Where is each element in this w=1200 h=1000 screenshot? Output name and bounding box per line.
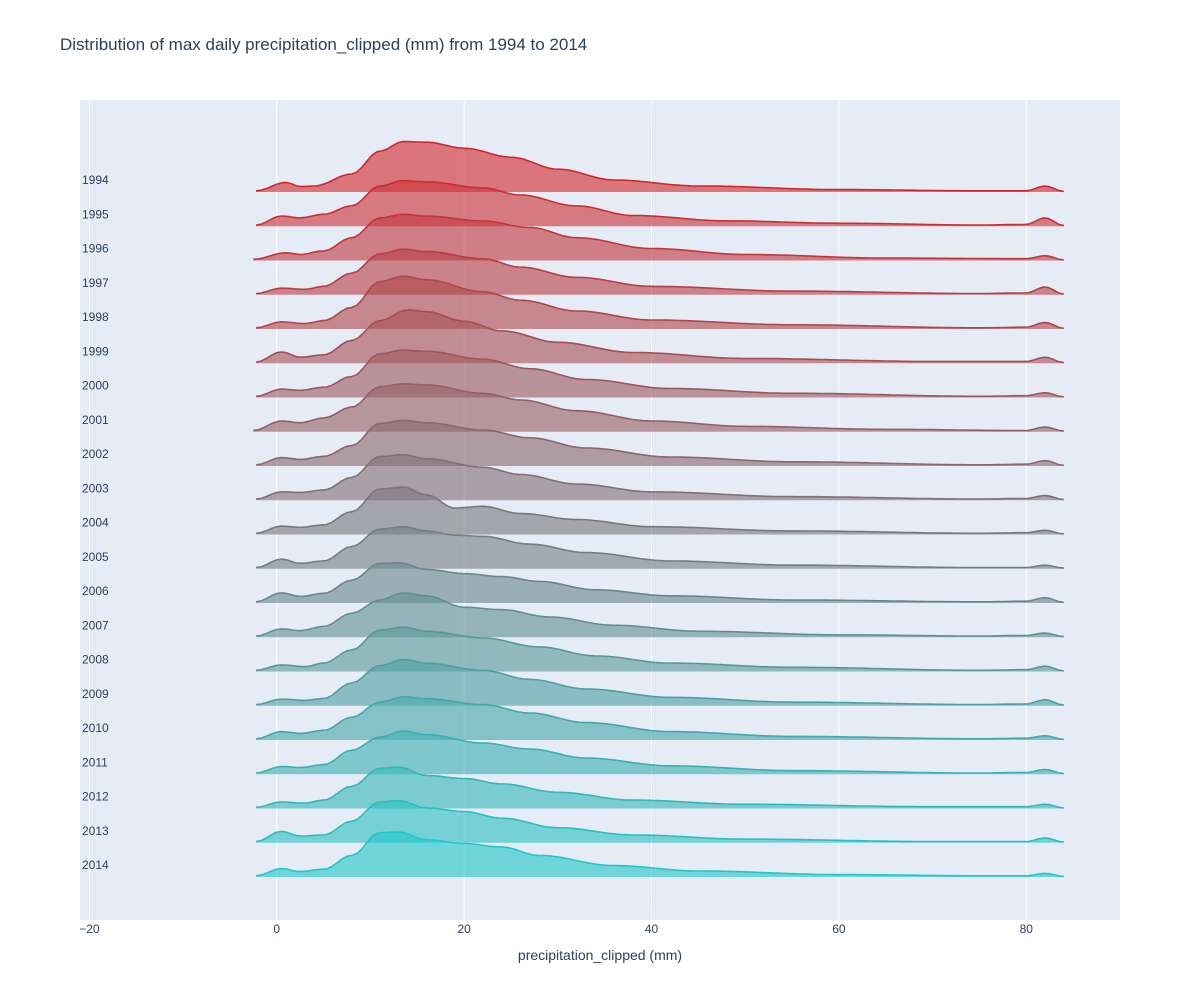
x-tick-label: −20 xyxy=(79,922,100,936)
y-tick-label: 2005 xyxy=(82,550,109,564)
ridge-area-2002 xyxy=(256,420,1064,466)
ridge-line-2014 xyxy=(255,831,1064,878)
x-axis-title: precipitation_clipped (mm) xyxy=(518,947,682,963)
y-tick-label: 1997 xyxy=(82,276,109,290)
y-tick-label: 2003 xyxy=(82,481,109,495)
ridge-area-2010 xyxy=(256,696,1064,740)
ridge-area-2004 xyxy=(256,487,1064,535)
ridge-line-2005 xyxy=(255,525,1064,569)
ridge-line-2007 xyxy=(256,592,1064,638)
ridge-line-2009 xyxy=(256,658,1064,706)
ridge-area-2006 xyxy=(256,562,1064,603)
ridge-line-1997 xyxy=(256,248,1064,295)
y-tick-label: 1994 xyxy=(82,173,109,187)
y-tick-label: 2008 xyxy=(82,653,109,667)
ridge-line-2013 xyxy=(255,799,1064,843)
y-tick-label: 2009 xyxy=(82,687,109,701)
plot-area xyxy=(80,100,1120,920)
ridge-area-2005 xyxy=(256,526,1064,569)
ridge-area-2000 xyxy=(256,350,1064,398)
ridge-area-2008 xyxy=(256,627,1064,672)
ridge-line-2006 xyxy=(255,561,1064,604)
y-tick-label: 2014 xyxy=(82,858,109,872)
y-tick-label: 1995 xyxy=(82,207,109,221)
ridge-area-1994 xyxy=(256,141,1064,192)
y-tick-label: 2013 xyxy=(82,824,109,838)
ridges xyxy=(253,140,1065,878)
ridge-line-2012 xyxy=(256,766,1064,809)
x-tick-label: 20 xyxy=(457,922,471,936)
x-tick-label: 40 xyxy=(645,922,659,936)
ridge-area-2001 xyxy=(253,383,1064,432)
y-tick-label: 1996 xyxy=(82,242,109,256)
y-tick-label: 1998 xyxy=(82,310,109,324)
ridge-area-1996 xyxy=(253,214,1064,261)
ridge-area-2013 xyxy=(256,800,1064,843)
ridge-area-2009 xyxy=(256,659,1064,706)
ridge-line-2011 xyxy=(256,730,1064,775)
y-tick-label: 1999 xyxy=(82,344,109,358)
ridge-area-1998 xyxy=(256,276,1064,329)
chart-title: Distribution of max daily precipitation_… xyxy=(60,35,587,54)
y-tick-label: 2006 xyxy=(82,584,109,598)
ridge-line-2001 xyxy=(253,382,1064,432)
ridge-area-1999 xyxy=(256,309,1064,364)
ridge-area-1995 xyxy=(256,180,1064,227)
ridge-line-2000 xyxy=(255,349,1064,398)
ridge-line-2004 xyxy=(255,486,1064,535)
y-tick-label: 2001 xyxy=(82,413,109,427)
ridge-line-2002 xyxy=(255,419,1064,467)
y-tick-labels: 1994 1995 1996 1997 1998 1999 2000 2001 2002 2003… xyxy=(82,173,109,872)
ridge-area-2003 xyxy=(256,454,1064,501)
ridge-area-1997 xyxy=(256,249,1064,295)
y-tick-label: 2011 xyxy=(82,755,108,769)
ridge-area-2011 xyxy=(256,731,1064,775)
x-tick-label: 0 xyxy=(273,922,280,936)
ridge-area-2012 xyxy=(256,767,1064,809)
ridge-line-2003 xyxy=(255,453,1064,501)
ridge-line-1998 xyxy=(256,275,1064,330)
y-tick-label: 2010 xyxy=(82,721,109,735)
ridge-line-2008 xyxy=(256,626,1064,672)
y-tick-label: 2007 xyxy=(82,618,109,632)
y-tick-label: 2012 xyxy=(82,790,109,804)
x-tick-label: 80 xyxy=(1020,922,1034,936)
ridge-line-1994 xyxy=(256,140,1064,193)
y-tick-label: 2004 xyxy=(82,516,109,530)
ridge-line-2010 xyxy=(255,695,1064,741)
y-tick-label: 2002 xyxy=(82,447,109,461)
ridge-line-1995 xyxy=(255,179,1065,227)
x-tick-label: 60 xyxy=(832,922,846,936)
ridge-area-2007 xyxy=(256,592,1064,638)
x-tick-labels: −20 0 20 40 60 80 xyxy=(79,922,1033,936)
ridge-line-1996 xyxy=(253,213,1064,261)
ridge-line-1999 xyxy=(255,309,1064,364)
y-tick-label: 2000 xyxy=(82,379,109,393)
